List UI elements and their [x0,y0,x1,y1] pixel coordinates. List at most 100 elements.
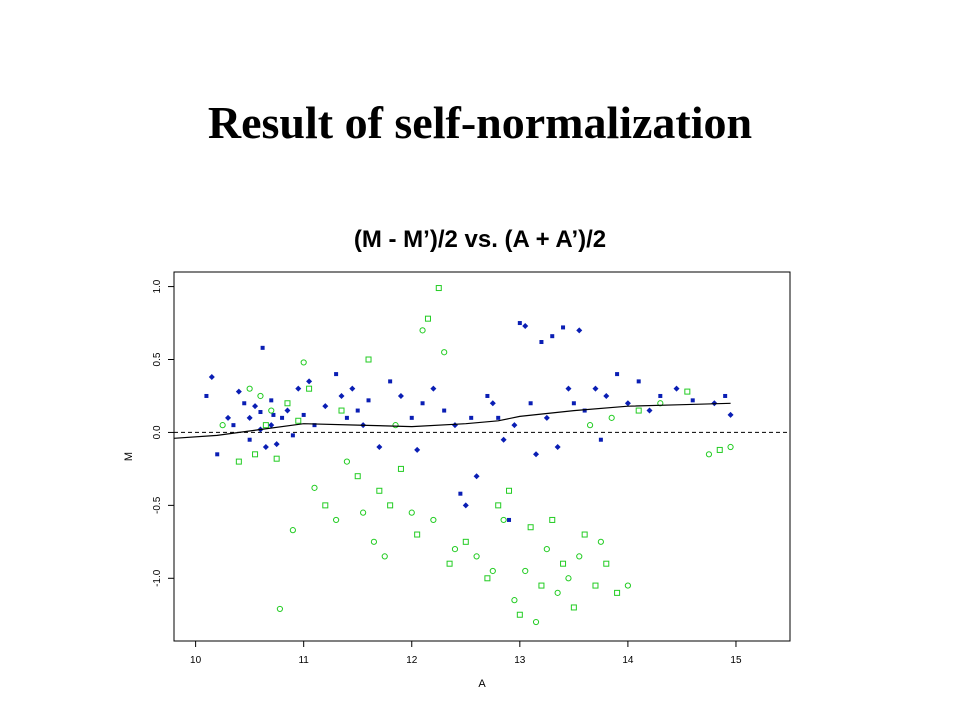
point-blue [215,452,220,457]
point-blue [592,385,599,392]
point-green [624,582,631,589]
slide-title: Result of self-normalization [207,97,753,148]
point-blue [225,414,232,421]
point-green [705,451,713,458]
point-blue [533,451,540,458]
point-green [495,502,502,509]
point-green [527,524,534,531]
point-green [381,553,388,560]
point-blue [397,392,404,399]
point-green [549,516,556,523]
point-green [376,487,383,494]
point-green [295,417,302,424]
point-blue [349,385,356,392]
y-axis-label: M [123,452,135,461]
point-green [365,356,372,363]
point-blue [522,322,529,329]
point-blue [344,415,349,420]
point-green [306,385,313,392]
x-tick-label: 14 [622,655,634,666]
y-tick-label: -0.5 [152,496,163,514]
point-blue [550,334,555,339]
point-blue [727,411,734,418]
point-blue [615,372,620,377]
point-green [246,385,253,392]
point-blue [355,408,360,413]
point-green [614,589,621,596]
point-blue [280,415,285,420]
point-green [408,509,415,516]
point-green [252,451,259,458]
point-blue [252,403,259,410]
point-blue [231,423,236,428]
point-blue [306,378,313,385]
point-blue [204,393,209,398]
point-green [257,392,264,400]
point-green [532,618,540,626]
point-blue [312,423,317,428]
point-blue [500,436,507,443]
point-blue [290,433,295,438]
point-blue [543,414,550,421]
point-blue [723,393,728,398]
point-blue [295,385,302,392]
point-blue [554,444,561,451]
point-green [581,531,588,538]
point-green [322,502,329,509]
point-blue [451,422,458,429]
point-green [554,589,561,596]
point-green [333,516,340,524]
point-green [419,327,426,334]
point-blue [247,437,252,442]
point-green [576,553,583,560]
point-green [716,446,723,453]
point-blue [624,400,631,407]
point-green [543,546,550,553]
point-blue [528,401,533,406]
point-green [727,443,734,451]
point-green [522,567,529,575]
x-tick-label: 10 [190,655,202,666]
point-green [392,422,399,429]
point-green [608,414,615,421]
point-blue [258,410,263,415]
point-blue [561,325,566,330]
point-blue [539,340,544,345]
point-green [586,422,594,429]
x-tick-label: 13 [514,655,526,666]
x-tick-label: 11 [298,655,309,666]
point-blue [565,385,572,392]
point-green [343,458,351,465]
point-blue [511,422,518,429]
point-blue [388,379,393,384]
y-axis: -1.0 -0.5 0.0 0.5 1.0 [152,279,174,587]
point-blue [301,412,306,417]
point-blue [269,398,274,403]
point-green [473,553,480,560]
point-blue [430,385,437,392]
point-blue [268,422,275,429]
point-blue [582,408,587,413]
x-axis: 10 11 12 13 14 15 [190,641,742,666]
point-green [289,527,296,534]
point-green [219,422,226,429]
trend-line [173,402,731,439]
point-blue [262,444,269,451]
point-blue [507,517,512,522]
point-green [370,538,378,545]
point-green [300,359,307,366]
point-blue [376,444,383,451]
point-green [414,531,421,538]
point-blue [334,372,339,377]
point-blue [598,437,603,442]
point-green [435,285,442,292]
point-green [354,473,361,480]
point-blue [246,414,253,421]
point-green [441,349,448,356]
point-blue [414,446,421,453]
point-green [570,604,577,611]
point-green [500,516,507,524]
point-green [592,582,599,589]
point-blue [260,345,265,350]
point-green [560,560,567,567]
